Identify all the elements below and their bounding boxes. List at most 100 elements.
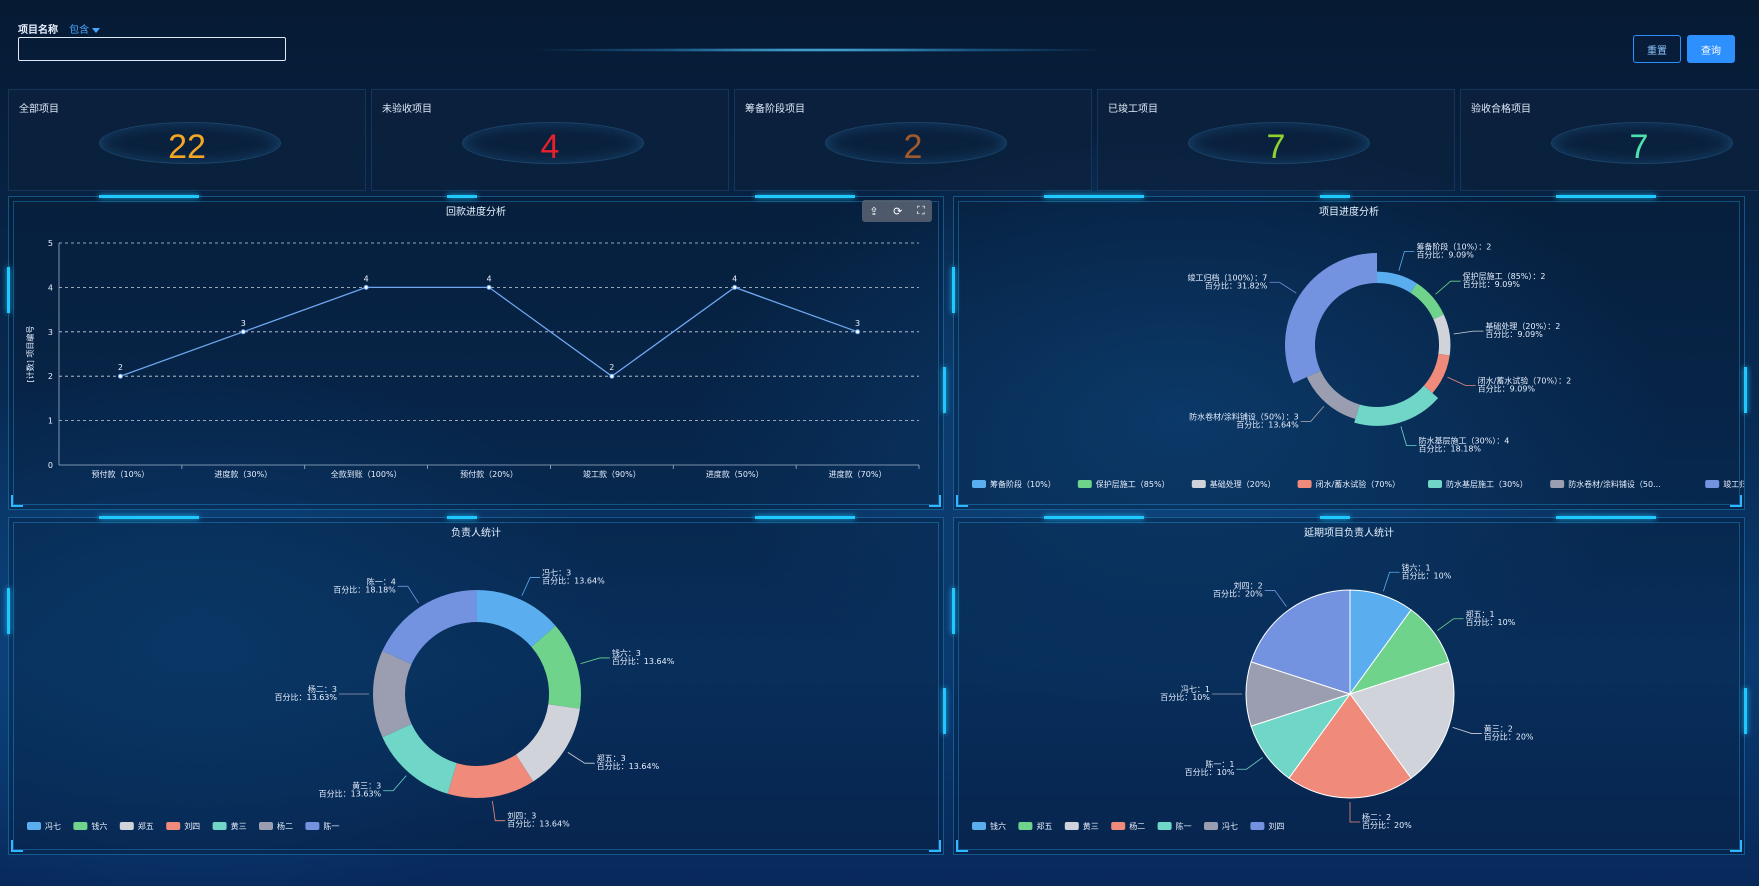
panel-side-accent: [1744, 367, 1747, 413]
panel-side-accent: [952, 267, 955, 313]
stat-ring-decoration: [462, 122, 644, 164]
slice-percent: 百分比：9.09%: [1485, 329, 1543, 339]
data-point: [240, 329, 246, 335]
panel-top-accent: [1320, 516, 1350, 519]
data-label: 2: [118, 363, 123, 372]
stat-title: 全部项目: [19, 104, 59, 115]
y-tick-label: 5: [48, 239, 53, 248]
delayed-owner-panel: 延期项目负责人统计 钱六：1 百分比：10% 郑五：1 百分比：10% 黄三：2 百分比：…: [952, 516, 1747, 855]
data-point: [486, 284, 492, 290]
x-tick-label: 预付款（20%）: [460, 469, 518, 479]
legend-label: 刘四: [184, 821, 200, 831]
y-axis-label: [计数] 项目编号: [25, 326, 35, 383]
label-leader: [1447, 376, 1476, 386]
legend-label: 保护层施工（85%）: [1096, 479, 1170, 489]
panel-corner: [11, 495, 23, 507]
chart-toolbox: ⇪ ⟳ ⛶: [862, 200, 932, 222]
slice-label: 钱六：1: [1402, 562, 1431, 572]
stat-card[interactable]: 验收合格项目 7: [1460, 89, 1759, 191]
pie-slice: [531, 625, 581, 709]
label-leader: [1300, 406, 1325, 422]
panel-corner: [1730, 840, 1742, 852]
slice-percent: 百分比：20%: [1484, 732, 1534, 742]
slice-percent: 百分比：13.64%: [597, 761, 660, 771]
pie-slice: [1285, 253, 1377, 384]
panel-top-accent: [1044, 516, 1144, 519]
fullscreen-icon[interactable]: ⛶: [916, 204, 925, 217]
caret-down-icon: [92, 27, 101, 33]
slice-label: 冯七：1: [1181, 685, 1210, 694]
legend-label: 钱六: [990, 821, 1006, 831]
legend-label: 基础处理（20%）: [1210, 479, 1276, 489]
slice-percent: 百分比：18.18%: [1419, 444, 1482, 454]
slice-percent: 百分比：9.09%: [1463, 279, 1521, 289]
slice-label: 基础处理（20%）：2: [1485, 321, 1560, 331]
legend-swatch: [1157, 822, 1172, 830]
slice-label: 防水卷材/涂料铺设（50%）：3: [1189, 411, 1299, 421]
panel-title: 项目进度分析: [1319, 207, 1379, 218]
match-mode-dropdown[interactable]: 包含: [69, 25, 101, 36]
stat-ring-decoration: [99, 122, 281, 164]
data-label: 4: [486, 274, 491, 283]
stat-card[interactable]: 已竣工项目 7: [1097, 89, 1455, 191]
legend-swatch: [1064, 822, 1079, 830]
label-leader: [567, 752, 595, 764]
panel-top-accent: [99, 516, 199, 519]
stat-value: 7: [1629, 128, 1649, 166]
query-button[interactable]: 查询: [1687, 35, 1735, 63]
slice-label: 黄三：2: [1484, 724, 1513, 734]
slice-label: 杨二：3: [308, 684, 337, 694]
data-point: [117, 373, 123, 379]
stat-card[interactable]: 筹备阶段项目 2: [734, 89, 1092, 191]
label-leader: [491, 800, 506, 822]
pie-slice: [1349, 661, 1455, 779]
label-leader: [1264, 590, 1287, 607]
legend-swatch: [1250, 822, 1265, 830]
project-name-input[interactable]: [18, 37, 286, 61]
panel-corner: [956, 495, 968, 507]
legend-label: 竣工归档（100%）: [1723, 479, 1744, 489]
payment-progress-panel: 回款进度分析 0 1 2 3 4 5 [计数] 项目编号 预付款（10%） 进度款（30%） 全款…: [7, 195, 946, 510]
legend-label: 杨二: [1129, 821, 1145, 831]
y-tick-label: 3: [48, 328, 53, 337]
save-image-icon[interactable]: ⇪: [869, 204, 879, 218]
legend-label: 黄三: [231, 821, 247, 831]
stat-card[interactable]: 全部项目 22: [8, 89, 366, 191]
legend-label: 防水基层施工（30%）: [1446, 479, 1528, 489]
header-glow: [540, 48, 1100, 52]
stat-card[interactable]: 未验收项目 4: [371, 89, 729, 191]
slice-label: 郑五：1: [1466, 609, 1495, 619]
slice-percent: 百分比：10%: [1185, 767, 1235, 777]
legend-swatch: [166, 822, 181, 830]
data-point: [855, 329, 861, 335]
panel-side-accent: [1744, 688, 1747, 734]
slice-label: 闭水/蓄水试验（70%）：2: [1478, 375, 1572, 385]
label-leader: [580, 657, 610, 664]
slice-label: 郑五：3: [597, 753, 626, 763]
panel-title: 负责人统计: [451, 528, 501, 539]
panel-top-accent: [447, 516, 477, 519]
slice-label: 黄三：3: [352, 781, 381, 791]
filter-bar: 项目名称 包含: [18, 18, 286, 61]
slice-label: 冯七：3: [542, 569, 571, 578]
refresh-icon[interactable]: ⟳: [893, 204, 903, 218]
project-progress-panel: 项目进度分析 筹备阶段（10%）：2 百分比：9.09% 保护层施工（85%）：2 百…: [952, 195, 1747, 510]
slice-label: 刘四：3: [507, 811, 536, 821]
slice-percent: 百分比：13.64%: [612, 656, 675, 666]
y-tick-label: 2: [48, 372, 53, 381]
owner-stats-panel: 负责人统计 冯七：3 百分比：13.64% 钱六：3 百分比：13.64% 郑五：3 百分…: [7, 516, 946, 855]
delayed-owner-pie-chart: 钱六：1百分比：10%郑五：1百分比：10%黄三：2百分比：20%杨二：2百分比…: [972, 562, 1534, 831]
legend-swatch: [1018, 822, 1033, 830]
panel-frame: [958, 522, 1740, 850]
data-point: [732, 284, 738, 290]
legend-swatch: [73, 822, 88, 830]
legend-label: 陈一: [323, 821, 339, 831]
data-point: [363, 284, 369, 290]
reset-button[interactable]: 重置: [1633, 35, 1681, 63]
label-leader: [1269, 281, 1297, 294]
slice-percent: 百分比：13.63%: [319, 789, 382, 799]
legend-swatch: [119, 822, 134, 830]
legend-swatch: [212, 822, 227, 830]
slice-percent: 百分比：20%: [1213, 588, 1263, 598]
legend-label: 闭水/蓄水试验（70%）: [1316, 479, 1400, 489]
